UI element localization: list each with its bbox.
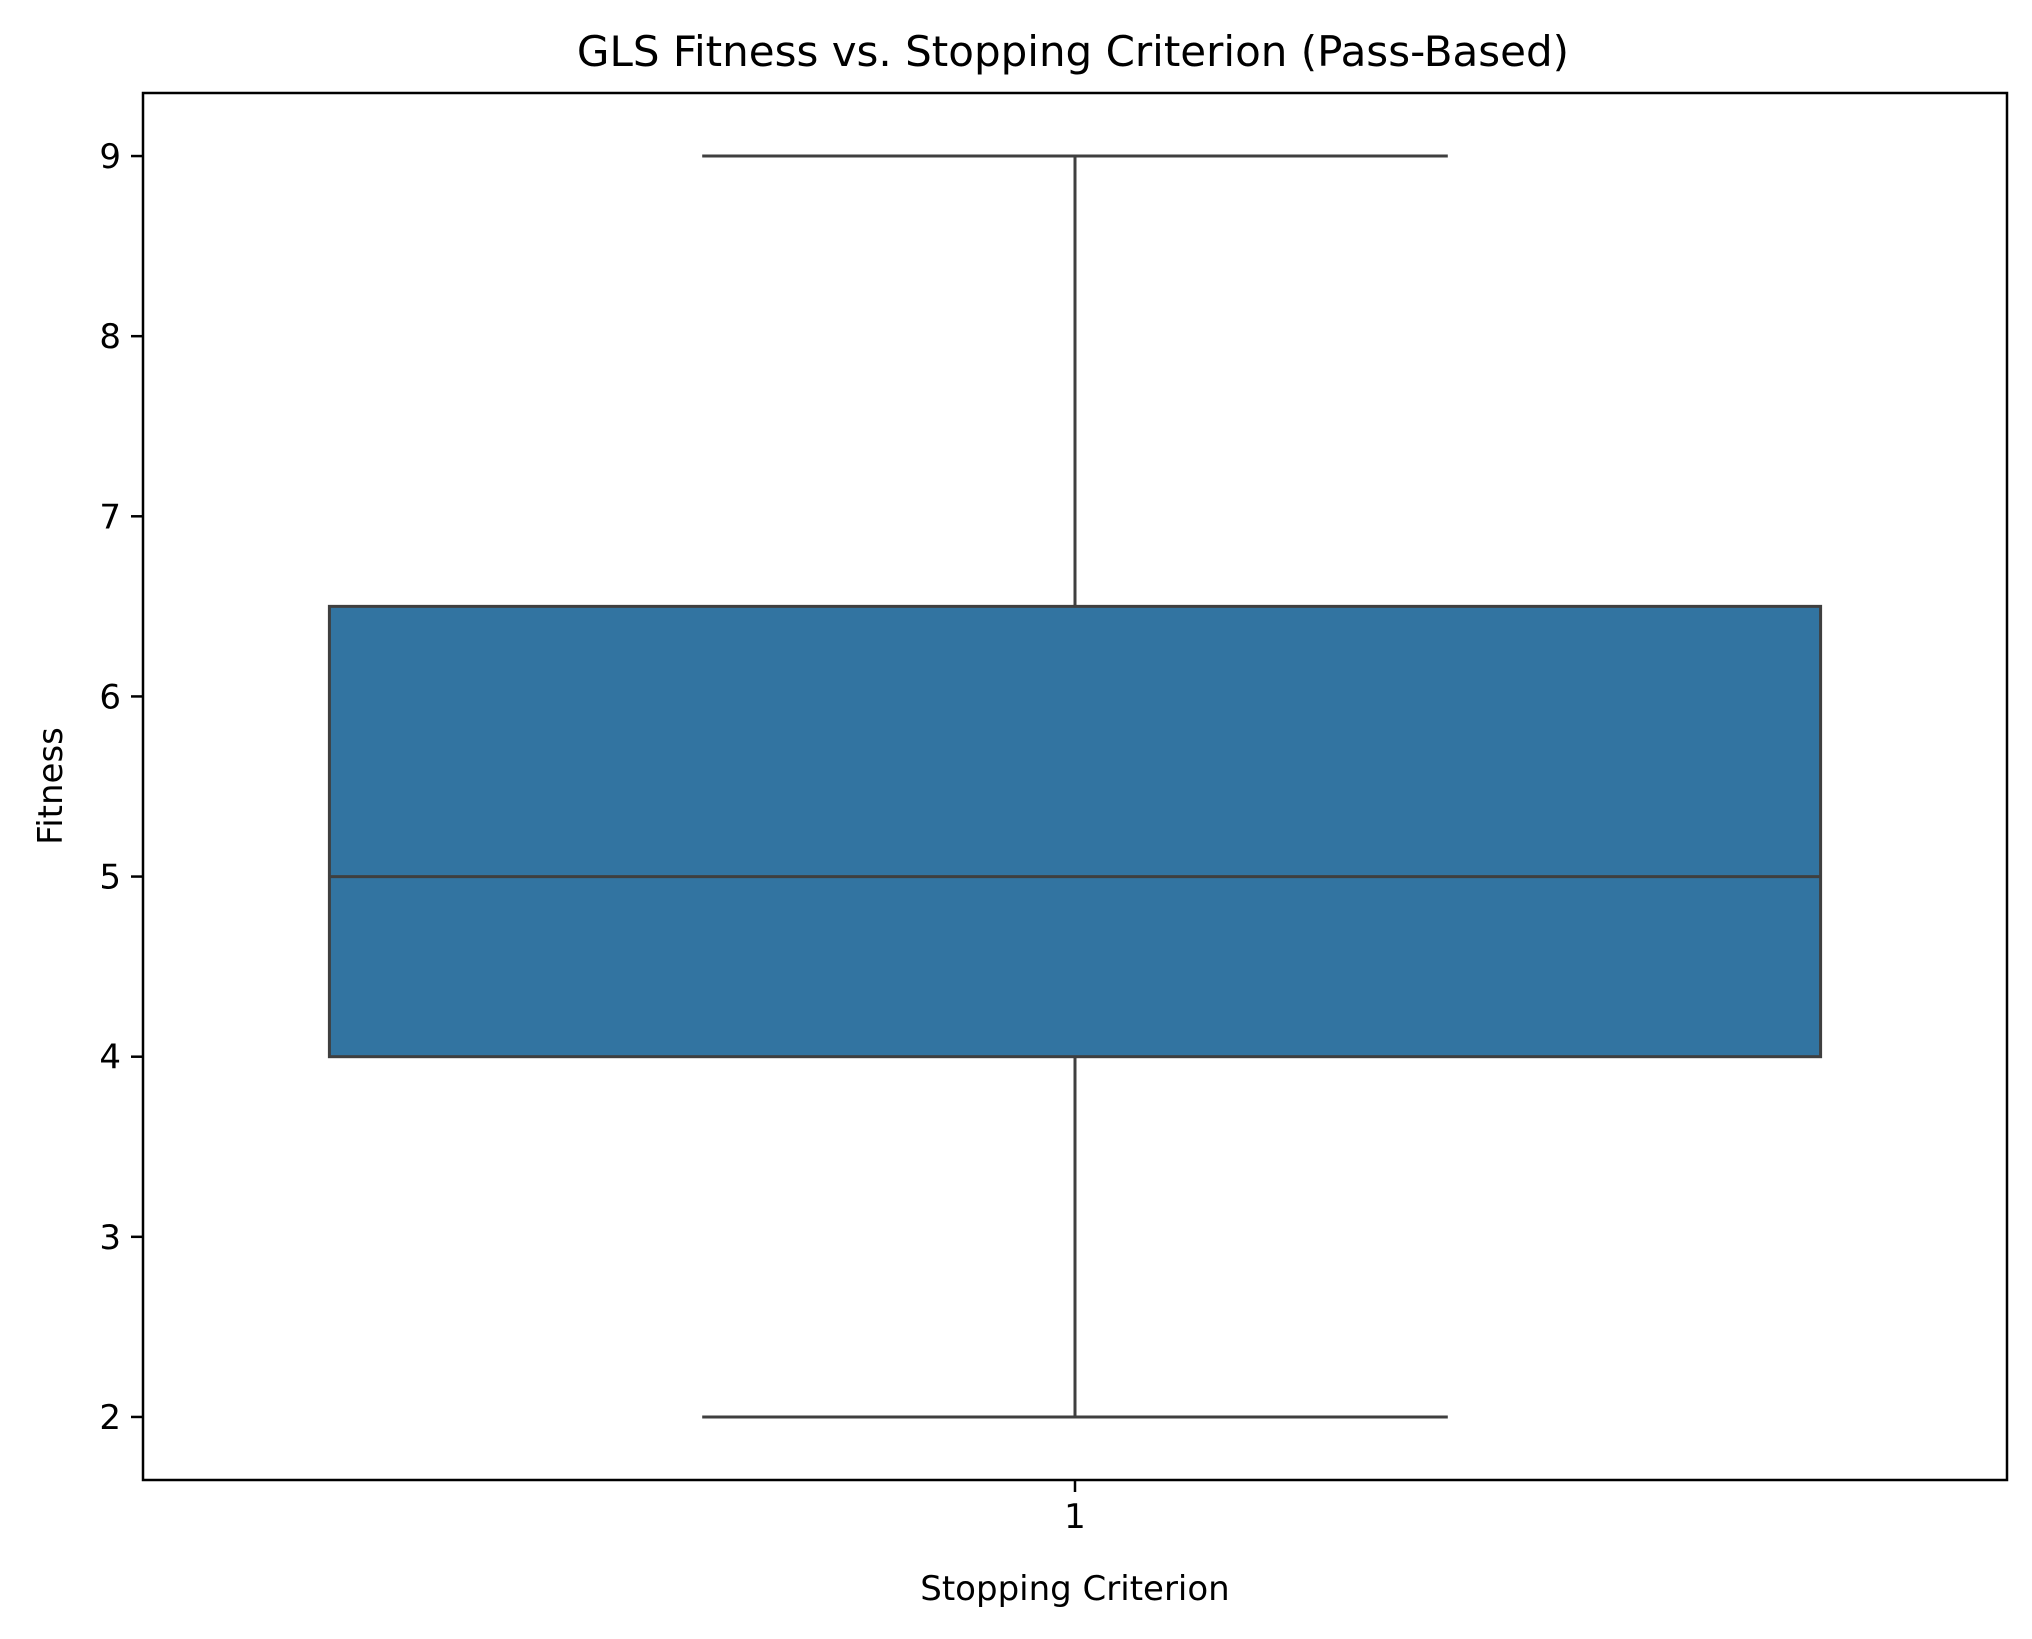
y-tick-label: 8 bbox=[99, 317, 121, 357]
y-tick-label: 9 bbox=[99, 137, 121, 177]
iqr-box bbox=[327, 604, 1823, 1059]
chart-title: GLS Fitness vs. Stopping Criterion (Pass… bbox=[577, 27, 1569, 76]
y-tick-label: 6 bbox=[99, 677, 121, 717]
y-tick-label: 4 bbox=[99, 1038, 121, 1078]
y-tick-label: 7 bbox=[99, 497, 121, 537]
y-tick-label: 2 bbox=[99, 1398, 121, 1438]
y-axis: 2 3 4 5 6 7 8 9 bbox=[99, 137, 143, 1438]
y-axis-label: Fitness bbox=[31, 727, 71, 845]
x-tick-label: 1 bbox=[1064, 1497, 1086, 1537]
x-axis-label: Stopping Criterion bbox=[920, 1569, 1229, 1609]
y-tick-label: 5 bbox=[99, 858, 121, 898]
box-series bbox=[327, 154, 1823, 1419]
x-axis: 1 bbox=[1064, 1480, 1086, 1537]
y-tick-label: 3 bbox=[99, 1218, 121, 1258]
